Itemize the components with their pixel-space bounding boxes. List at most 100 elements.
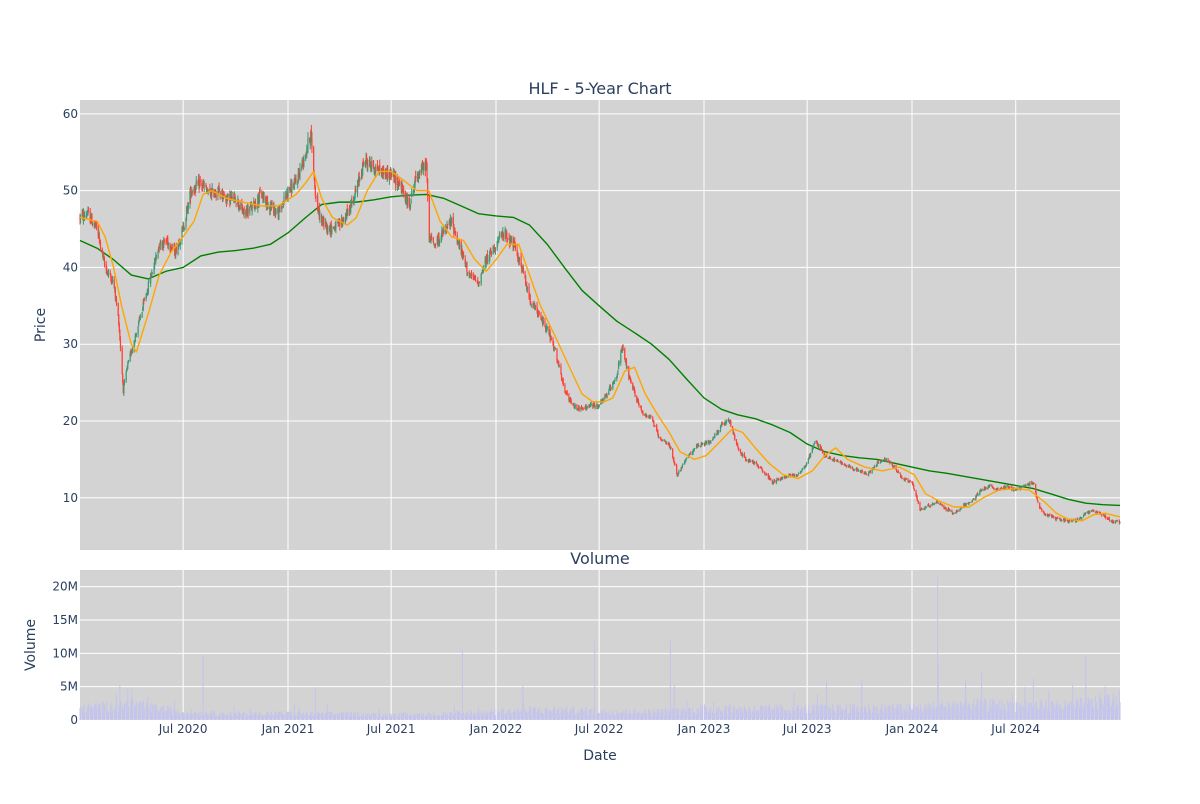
volume-bar <box>808 705 810 720</box>
candle-body <box>549 332 551 340</box>
volume-bar <box>712 712 714 720</box>
candle-body <box>1043 511 1045 513</box>
candle-body <box>99 239 101 241</box>
candle-body <box>909 480 911 482</box>
candle-body <box>105 263 107 270</box>
volume-bar <box>302 715 304 720</box>
volume-bar <box>274 712 276 720</box>
candle-body <box>734 435 736 441</box>
volume-bar <box>110 702 112 720</box>
volume-bar <box>516 712 518 720</box>
candle-body <box>289 189 291 192</box>
volume-bar <box>987 711 989 720</box>
candle-body <box>760 467 763 470</box>
candle-body <box>774 479 776 483</box>
volume-bar <box>961 706 963 720</box>
candle-body <box>1075 520 1077 522</box>
volume-bar <box>716 708 718 720</box>
candle-body <box>570 399 572 402</box>
candle-body <box>432 238 434 243</box>
price-axis-title: Price <box>33 308 49 342</box>
volume-bar <box>466 711 468 720</box>
candle-body <box>536 305 538 311</box>
volume-bar <box>816 711 818 720</box>
volume-bar <box>81 708 83 720</box>
volume-bar <box>805 712 807 720</box>
volume-bar <box>486 711 488 720</box>
volume-bar <box>794 710 796 720</box>
volume-bar <box>1100 699 1102 720</box>
volume-bar <box>179 714 181 720</box>
volume-bar <box>465 716 467 720</box>
candle-body <box>532 303 534 309</box>
candle-body <box>646 416 648 417</box>
volume-bar <box>584 711 586 720</box>
volume-bar <box>888 709 890 720</box>
volume-bar <box>901 706 903 720</box>
volume-bar <box>580 709 582 720</box>
volume-bar <box>1100 704 1102 720</box>
volume-bar <box>477 707 479 720</box>
volume-bar <box>777 708 779 720</box>
volume-bar <box>936 705 938 720</box>
candle-body <box>502 231 504 234</box>
volume-bar <box>642 712 644 720</box>
volume-bar <box>1057 704 1059 720</box>
candle-body <box>138 318 140 321</box>
volume-bar <box>310 714 312 720</box>
volume-bar <box>759 705 761 720</box>
volume-bar <box>346 711 348 720</box>
candle-body <box>171 247 173 250</box>
volume-bar <box>550 712 552 720</box>
candle-body <box>217 188 220 191</box>
volume-bar <box>597 714 599 720</box>
volume-bar <box>267 712 269 720</box>
volume-bar <box>985 702 987 720</box>
candle-body <box>185 209 188 217</box>
candle-body <box>869 471 871 473</box>
volume-bar <box>283 715 285 720</box>
volume-bar <box>997 704 999 720</box>
candle-body <box>513 240 515 242</box>
volume-bar <box>187 712 189 720</box>
candle-body <box>440 236 442 242</box>
candle-body <box>959 509 961 511</box>
candle-body <box>987 488 989 490</box>
volume-bar <box>704 705 706 720</box>
candle-body <box>520 256 522 266</box>
candle-body <box>90 221 92 223</box>
volume-bar <box>956 704 958 720</box>
volume-bar <box>700 705 702 720</box>
candle-body <box>181 227 184 231</box>
candle-body <box>860 472 862 474</box>
candle-body <box>442 230 445 234</box>
candle-body <box>485 256 487 264</box>
volume-bar <box>298 712 300 720</box>
candle-body <box>796 474 798 476</box>
candle-body <box>924 506 926 509</box>
candle-body <box>550 337 552 340</box>
candle-body <box>817 444 820 447</box>
volume-bar <box>664 708 666 720</box>
volume-bar <box>788 710 790 720</box>
candle-body <box>516 249 518 253</box>
volume-bar <box>720 709 722 720</box>
candle-body <box>832 459 834 461</box>
volume-bar <box>198 715 200 720</box>
candle-body <box>528 286 530 297</box>
volume-bar <box>889 705 891 720</box>
candle-body <box>369 160 371 166</box>
candle-body <box>335 221 337 230</box>
volume-bar <box>901 713 903 720</box>
candle-body <box>473 278 475 280</box>
volume-bar <box>99 703 101 720</box>
candle-body <box>469 274 471 276</box>
volume-bar <box>617 715 619 720</box>
volume-bar <box>737 709 739 720</box>
candle-body <box>641 411 644 413</box>
candle-body <box>714 433 716 438</box>
candle-body <box>562 378 564 382</box>
volume-bar <box>453 714 455 720</box>
volume-bar <box>1007 699 1009 720</box>
candle-body <box>410 198 412 204</box>
